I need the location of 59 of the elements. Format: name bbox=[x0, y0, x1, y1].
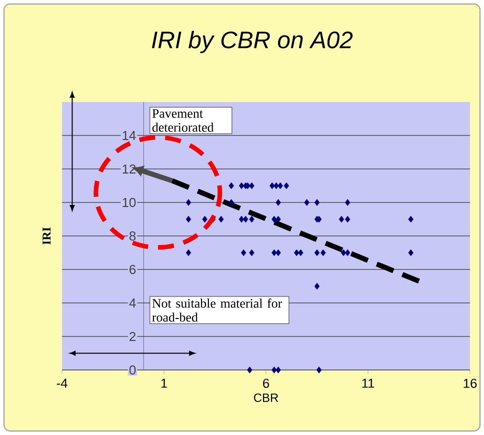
point bbox=[320, 249, 326, 256]
annotation: Not suitable material for road-bed bbox=[152, 298, 282, 322]
point bbox=[408, 216, 414, 223]
point bbox=[274, 182, 279, 190]
point bbox=[408, 249, 414, 256]
point bbox=[249, 249, 254, 256]
point bbox=[276, 216, 281, 223]
y-tick-label: 12 bbox=[122, 164, 136, 174]
point bbox=[276, 366, 281, 374]
y-tick-label: 0 bbox=[129, 365, 136, 375]
point bbox=[243, 216, 248, 223]
point bbox=[294, 249, 300, 256]
annotation: Pavement deteriorated bbox=[152, 109, 214, 132]
point bbox=[186, 249, 192, 256]
point bbox=[272, 249, 277, 256]
point bbox=[298, 249, 304, 256]
point bbox=[272, 366, 277, 374]
point bbox=[345, 216, 350, 223]
point bbox=[238, 182, 244, 190]
point bbox=[314, 282, 320, 290]
y-tick-label: 4 bbox=[129, 298, 136, 308]
point bbox=[240, 249, 246, 256]
point bbox=[304, 199, 310, 206]
point bbox=[186, 216, 192, 223]
point bbox=[316, 366, 322, 374]
point bbox=[218, 216, 224, 223]
point bbox=[314, 249, 320, 256]
y-tick-label: 6 bbox=[130, 264, 136, 274]
x-tick-label: 6 bbox=[263, 378, 270, 388]
y-tick-label: 10 bbox=[122, 198, 136, 208]
point bbox=[276, 249, 281, 256]
point bbox=[284, 182, 290, 190]
point bbox=[186, 199, 192, 206]
point bbox=[314, 199, 320, 206]
x-tick-label: 16 bbox=[464, 378, 477, 388]
x-tick-label: 1 bbox=[161, 378, 167, 388]
y-tick-label: 2 bbox=[130, 332, 136, 342]
point bbox=[340, 249, 346, 256]
point bbox=[247, 366, 252, 374]
y-tick-label: 14 bbox=[122, 131, 136, 140]
x-axis-title: CBR bbox=[254, 394, 278, 402]
point bbox=[345, 249, 350, 256]
point bbox=[228, 182, 234, 190]
point bbox=[276, 199, 281, 206]
x-tick-label: 11 bbox=[362, 378, 374, 388]
point bbox=[338, 216, 344, 223]
x-tick-label: -4 bbox=[56, 378, 68, 388]
point bbox=[345, 199, 350, 206]
point bbox=[249, 182, 254, 190]
point bbox=[272, 216, 277, 223]
y-tick-label: 8 bbox=[130, 231, 136, 241]
point bbox=[238, 216, 244, 223]
point bbox=[249, 216, 254, 223]
point bbox=[228, 199, 234, 206]
point bbox=[278, 182, 283, 190]
y-axis-title: IRI bbox=[42, 227, 50, 245]
point bbox=[270, 182, 275, 190]
chart-title: IRI by CBR on A02 bbox=[152, 30, 353, 54]
point bbox=[202, 216, 208, 223]
